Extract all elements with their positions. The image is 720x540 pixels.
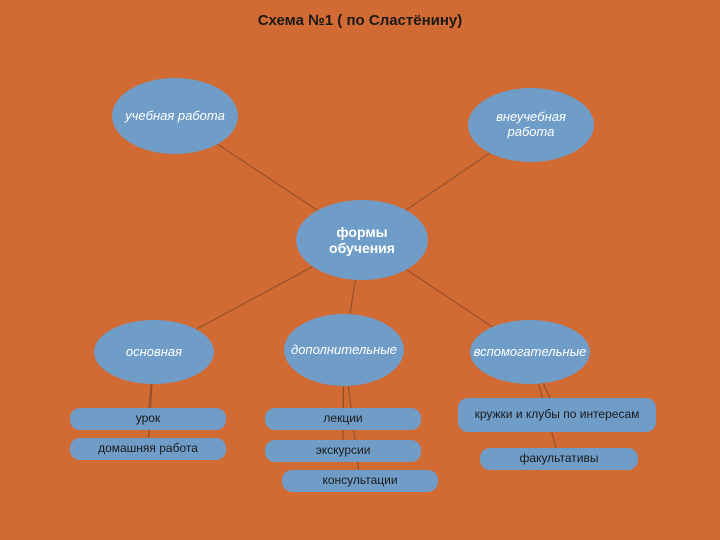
node-fakultativy: факультативы bbox=[480, 448, 638, 470]
edge bbox=[406, 270, 492, 327]
edge bbox=[217, 144, 317, 210]
node-center: формы обучения bbox=[296, 200, 428, 280]
node-label: лекции bbox=[323, 412, 362, 425]
diagram-title: Схема №1 ( по Сластёнину) bbox=[0, 12, 720, 29]
node-label: учебная работа bbox=[125, 109, 225, 124]
node-label: дополнительные bbox=[291, 343, 397, 358]
node-label: кружки и клубы по интересам bbox=[475, 408, 640, 421]
edge bbox=[406, 153, 490, 210]
node-label: вспомогательные bbox=[474, 345, 587, 360]
node-domashnyaya-rabota: домашняя работа bbox=[70, 438, 226, 460]
node-label: домашняя работа bbox=[98, 442, 198, 455]
node-label: внеучебная работа bbox=[476, 110, 586, 140]
node-ekskursii: экскурсии bbox=[265, 440, 421, 462]
edge bbox=[149, 384, 151, 408]
node-vneuchebnaya-rabota: внеучебная работа bbox=[468, 88, 594, 162]
edge bbox=[543, 383, 549, 398]
edge bbox=[350, 280, 356, 314]
edge bbox=[196, 267, 312, 330]
node-label: факультативы bbox=[520, 452, 599, 465]
node-lektsii: лекции bbox=[265, 408, 421, 430]
node-label: урок bbox=[136, 412, 160, 425]
node-label: экскурсии bbox=[316, 444, 371, 457]
node-label: консультации bbox=[322, 474, 397, 487]
node-label: основная bbox=[126, 345, 182, 360]
node-center-label: формы обучения bbox=[304, 224, 420, 256]
node-urok: урок bbox=[70, 408, 226, 430]
node-vspomogatelnye: вспомогательные bbox=[470, 320, 590, 384]
node-kruzhki: кружки и клубы по интересам bbox=[458, 398, 656, 432]
node-dopolnitelnye: дополнительные bbox=[284, 314, 404, 386]
node-konsultatsii: консультации bbox=[282, 470, 438, 492]
node-uchebnaya-rabota: учебная работа bbox=[112, 78, 238, 154]
node-osnovnaya: основная bbox=[94, 320, 214, 384]
